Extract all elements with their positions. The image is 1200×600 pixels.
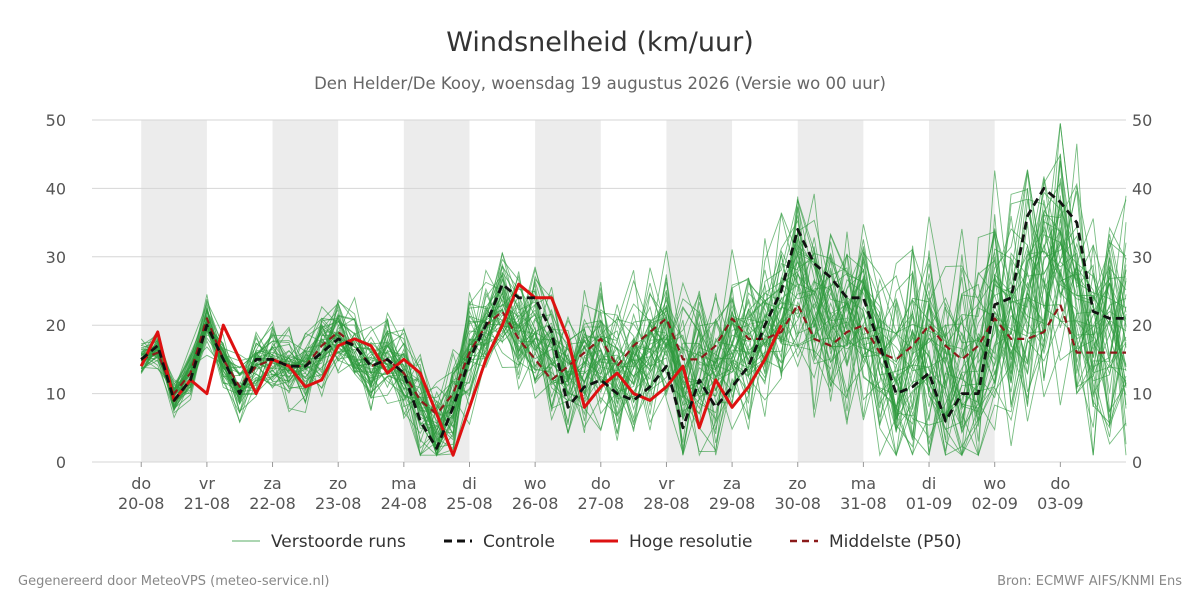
x-tick-date: 24-08 [381, 494, 428, 513]
legend-label-verstoorde-runs: Verstoorde runs [271, 532, 406, 552]
legend-item-hoge-resolutie[interactable]: Hoge resolutie [590, 532, 753, 552]
x-tick-date: 31-08 [840, 494, 887, 513]
y-axis-left: 0 10 20 30 40 50 [46, 111, 66, 472]
ensemble-run-line [141, 182, 1127, 443]
footer-source: Bron: ECMWF AIFS/KNMI Ens [997, 574, 1182, 589]
y-tick-label-left: 30 [46, 248, 66, 267]
y-tick-label-right: 20 [1132, 316, 1152, 335]
chart-title: Windsnelheid (km/uur) [446, 27, 754, 58]
x-tick-day: ma [851, 474, 876, 493]
main-series [139, 187, 1126, 457]
ensemble-run-line [141, 219, 1127, 449]
x-tick-date: 27-08 [578, 494, 625, 513]
x-tick-day: zo [329, 474, 347, 493]
ensemble-run-line [141, 209, 1127, 445]
x-tick-day: di [922, 474, 937, 493]
y-tick-label-right: 0 [1132, 453, 1142, 472]
x-tick-day: di [462, 474, 477, 493]
legend-label-controle: Controle [483, 532, 555, 552]
series-line-controle [140, 187, 1126, 450]
ensemble-run-line [140, 172, 1127, 457]
y-tick-label-left: 0 [56, 453, 66, 472]
footer-generated-by: Gegenereerd door MeteoVPS (meteo-service… [18, 574, 329, 589]
legend-item-controle[interactable]: Controle [444, 532, 555, 552]
x-tick-day: do [131, 474, 151, 493]
x-tick-date: 01-09 [906, 494, 953, 513]
y-tick-label-left: 50 [46, 111, 66, 130]
legend-item-middelste-p50[interactable]: Middelste (P50) [790, 532, 962, 552]
x-tick-date: 30-08 [774, 494, 821, 513]
y-tick-label-left: 10 [46, 385, 66, 404]
y-tick-label-right: 50 [1132, 111, 1152, 130]
x-tick-date: 02-09 [971, 494, 1018, 513]
y-tick-label-left: 20 [46, 316, 66, 335]
day-band [272, 120, 339, 462]
x-tick-day: za [263, 474, 281, 493]
x-axis: do20-08vr21-08za22-08zo23-08ma24-08di25-… [118, 462, 1084, 513]
y-axis-right: 0 10 20 30 40 50 [1132, 111, 1152, 472]
y-tick-label-right: 30 [1132, 248, 1152, 267]
legend-label-middelste-p50: Middelste (P50) [829, 532, 962, 552]
ensemble-run-line [140, 211, 1127, 457]
x-tick-date: 25-08 [446, 494, 493, 513]
legend: Verstoorde runs Controle Hoge resolutie … [232, 532, 962, 552]
x-tick-date: 28-08 [643, 494, 690, 513]
x-tick-date: 03-09 [1037, 494, 1084, 513]
x-tick-date: 21-08 [184, 494, 231, 513]
x-tick-day: za [723, 474, 741, 493]
x-tick-day: vr [658, 474, 674, 493]
x-tick-day: wo [983, 474, 1006, 493]
x-tick-day: do [1050, 474, 1070, 493]
y-tick-label-right: 40 [1132, 179, 1152, 198]
x-tick-day: zo [789, 474, 807, 493]
x-tick-date: 29-08 [709, 494, 756, 513]
ensemble-run-line [141, 215, 1127, 456]
x-tick-date: 22-08 [249, 494, 296, 513]
series-line-hoge-resolutie [139, 282, 783, 457]
legend-item-verstoorde-runs[interactable]: Verstoorde runs [232, 532, 406, 552]
ensemble-run-line [141, 143, 1127, 453]
x-tick-day: ma [391, 474, 416, 493]
series-line-middelste-p50- [140, 303, 1126, 416]
ensemble-run-line [141, 153, 1127, 457]
ensemble-run-line [141, 161, 1127, 425]
chart-subtitle: Den Helder/De Kooy, woensdag 19 augustus… [314, 74, 886, 93]
legend-label-hoge-resolutie: Hoge resolutie [629, 532, 753, 552]
ensemble-run-line [140, 222, 1127, 439]
ensemble-run-line [140, 199, 1127, 456]
y-tick-label-right: 10 [1132, 385, 1152, 404]
x-tick-day: do [591, 474, 611, 493]
y-tick-label-left: 40 [46, 179, 66, 198]
x-tick-day: wo [524, 474, 547, 493]
x-tick-date: 20-08 [118, 494, 165, 513]
ensemble-run-line [141, 249, 1127, 456]
x-tick-date: 26-08 [512, 494, 559, 513]
x-tick-date: 23-08 [315, 494, 362, 513]
x-tick-day: vr [199, 474, 215, 493]
